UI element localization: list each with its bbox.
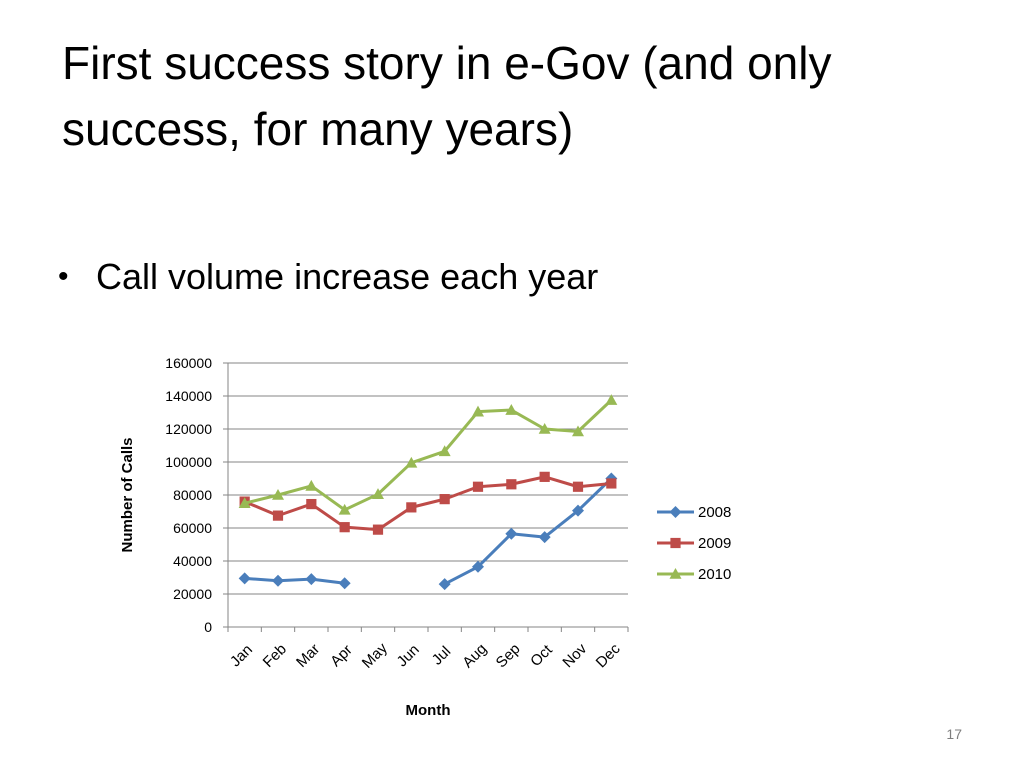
- data-point-2009: [272, 510, 284, 521]
- x-tick-label: Jul: [429, 643, 455, 669]
- data-point-2010: [405, 456, 418, 468]
- x-tick-label: May: [359, 639, 391, 671]
- data-point-2009: [572, 481, 584, 492]
- x-tick-label: Nov: [559, 640, 590, 671]
- data-point-2010: [338, 503, 351, 515]
- x-tick-label: Jun: [394, 641, 423, 670]
- data-point-2010: [438, 445, 451, 457]
- x-tick-label: Jan: [227, 641, 256, 670]
- data-point-2008: [472, 560, 484, 573]
- data-point-2010: [605, 394, 618, 405]
- y-tick-label: 0: [204, 619, 212, 635]
- y-tick-label: 60000: [173, 520, 212, 536]
- data-point-2008: [505, 527, 518, 540]
- data-point-2010: [572, 425, 584, 437]
- data-point-2009: [439, 494, 450, 505]
- data-point-2008: [238, 572, 251, 585]
- x-tick-label: Oct: [527, 641, 556, 670]
- data-point-2008: [305, 573, 318, 586]
- data-point-2010: [472, 405, 484, 417]
- series-line-2010: [244, 399, 613, 512]
- bullet-list: • Call volume increase each year: [58, 250, 598, 304]
- data-point-2009: [306, 498, 317, 510]
- x-tick-label: Apr: [327, 642, 356, 671]
- y-tick-label: 120000: [165, 421, 212, 437]
- data-point-2009: [406, 502, 417, 513]
- y-tick-label: 40000: [173, 553, 212, 569]
- y-tick-label: 100000: [165, 454, 212, 470]
- legend-label-2010: 2010: [698, 566, 731, 583]
- data-point-2009: [606, 478, 617, 489]
- x-tick-label: Aug: [459, 640, 490, 671]
- bullet-item: • Call volume increase each year: [58, 250, 598, 304]
- data-point-2009: [339, 522, 350, 533]
- data-point-2008: [272, 574, 284, 587]
- bullet-dot-icon: •: [58, 260, 69, 293]
- y-tick-label: 160000: [165, 355, 212, 371]
- legend-marker-2008: [669, 506, 682, 518]
- page-number: 17: [946, 726, 962, 742]
- legend-label-2009: 2009: [698, 535, 731, 552]
- data-point-2010: [238, 497, 251, 509]
- y-tick-label: 80000: [173, 487, 212, 503]
- data-point-2008: [538, 531, 551, 544]
- x-tick-label: Mar: [293, 641, 323, 671]
- data-point-2010: [372, 488, 384, 499]
- slide-title: First success story in e-Gov (and only s…: [62, 37, 832, 155]
- data-point-2008: [438, 578, 451, 591]
- legend-marker-2009: [670, 537, 681, 549]
- data-point-2009: [539, 471, 550, 482]
- legend-marker-2010: [669, 568, 682, 579]
- x-tick-label: Feb: [260, 641, 290, 671]
- data-point-2010: [505, 404, 518, 415]
- data-point-2010: [305, 479, 318, 491]
- data-point-2010: [538, 423, 551, 434]
- x-tick-label: Sep: [493, 640, 524, 671]
- series-line-2008: [244, 576, 345, 585]
- data-point-2008: [338, 577, 351, 590]
- y-axis-title: Number of Calls: [119, 437, 136, 552]
- y-tick-label: 20000: [173, 586, 212, 602]
- legend-label-2008: 2008: [698, 504, 731, 521]
- x-axis-title: Month: [406, 702, 451, 719]
- data-point-2010: [272, 489, 284, 500]
- bullet-text: Call volume increase each year: [96, 256, 599, 297]
- series-line-2008: [443, 477, 613, 586]
- series-line-2009: [244, 475, 612, 532]
- data-point-2009: [506, 479, 517, 490]
- data-point-2009: [372, 524, 384, 535]
- x-tick-label: Dec: [593, 640, 624, 671]
- y-tick-label: 140000: [165, 388, 212, 404]
- data-point-2009: [472, 481, 484, 492]
- data-point-2008: [572, 504, 584, 517]
